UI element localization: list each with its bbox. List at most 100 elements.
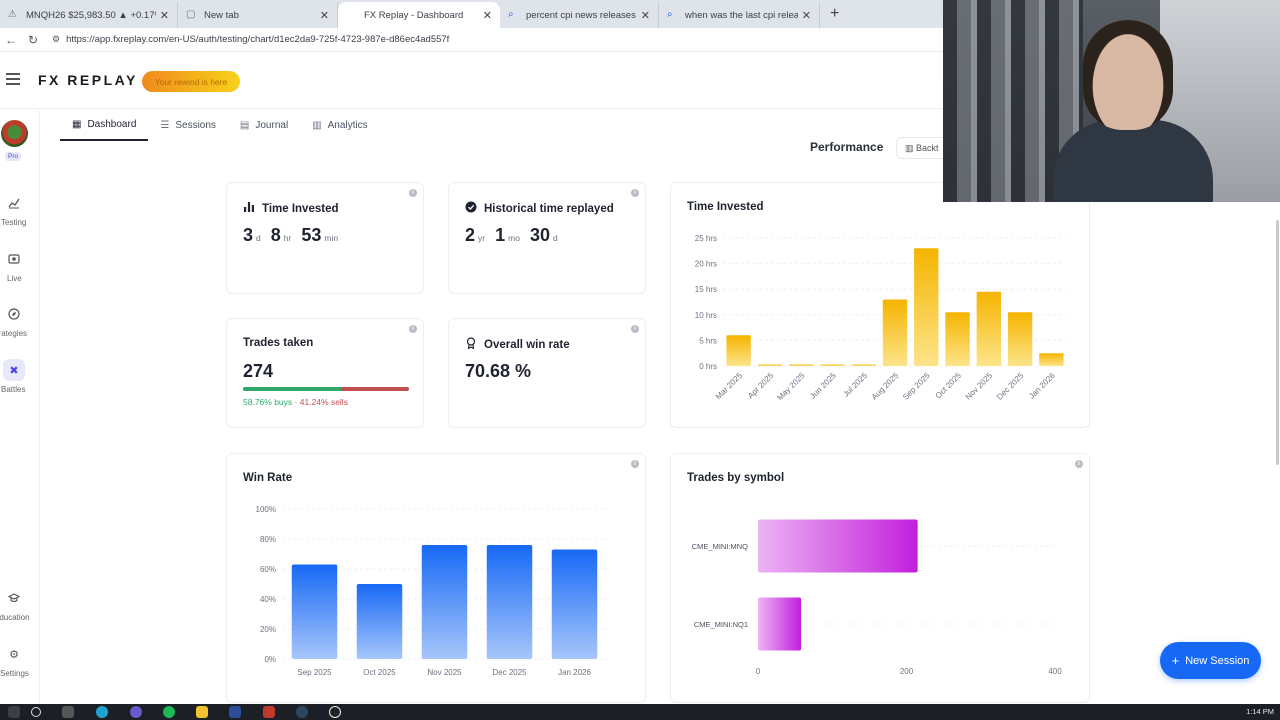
obs-icon[interactable] [329, 706, 341, 718]
rail-item-testing[interactable]: Testing [0, 192, 40, 227]
promo-badge[interactable]: Your rewind is here [142, 71, 240, 92]
reload-icon[interactable]: ↻ [27, 32, 39, 47]
bar [726, 335, 751, 366]
close-icon[interactable]: ✕ [801, 9, 811, 22]
time-invested-value: 3 d 8 hr 53 min [243, 225, 348, 246]
new-tab-button[interactable]: + [830, 5, 840, 22]
journal-icon: ▤ [239, 120, 250, 131]
tab-dashboard[interactable]: ▦ Dashboard [60, 110, 149, 141]
windows-start-icon[interactable] [8, 706, 20, 718]
y-tick-label: 15 hrs [695, 285, 717, 294]
browser-tab-title: New tab [204, 9, 239, 21]
browser-tab[interactable]: ⌕ when was the last cpi release - Sea ✕ [659, 2, 820, 28]
spotify-icon[interactable] [163, 706, 175, 718]
months-value: 1 [495, 225, 506, 245]
x-tick-label: Oct 2025 [934, 371, 964, 401]
folder-icon[interactable] [196, 706, 208, 718]
app-icon[interactable] [263, 706, 275, 718]
x-tick-label: Jan 2026 [558, 668, 591, 677]
y-tick-label: 20% [260, 625, 276, 634]
rail-item-live[interactable]: Live [0, 248, 40, 283]
rail-item-education[interactable]: Education [0, 587, 40, 622]
trades-by-symbol-card: i Trades by symbol 0 200 400 CME_MINI:MNQ CM… [670, 453, 1090, 703]
info-icon[interactable]: i [409, 325, 417, 333]
y-tick-label: 20 hrs [695, 260, 717, 269]
bar-chart-icon: ▥ [312, 120, 322, 131]
days-unit: d [256, 233, 261, 243]
close-icon[interactable]: ✕ [640, 9, 650, 22]
browser-tab[interactable]: ▢ New tab ✕ [178, 2, 338, 28]
close-icon[interactable]: ✕ [159, 9, 169, 22]
bar [882, 299, 908, 366]
tab-analytics[interactable]: ▥ Analytics [300, 110, 379, 141]
performance-heading: Performance [810, 140, 884, 154]
menu-icon[interactable] [6, 73, 20, 85]
rail-item-label: Strategies [0, 329, 28, 338]
rail-item-settings[interactable]: ⚙ Settings [0, 643, 40, 679]
list-icon: ☰ [160, 120, 170, 131]
bar [1007, 312, 1033, 366]
bar [758, 519, 918, 573]
rail-item-battles[interactable]: ✖ Battles [0, 359, 40, 394]
y-tick-label: 25 hrs [695, 234, 717, 243]
close-icon[interactable]: ✕ [319, 9, 329, 22]
tab-journal[interactable]: ▤ Journal [228, 110, 300, 141]
back-icon[interactable]: ← [5, 32, 17, 47]
buy-sell-labels: 58.76% buys · 41.24% sells [243, 397, 348, 407]
close-icon[interactable]: ✕ [482, 9, 492, 22]
win-rate-value: 70.68 % [465, 361, 532, 381]
new-session-button[interactable]: + New Session [1160, 642, 1261, 679]
button-label: Backt [916, 143, 939, 153]
search-icon[interactable] [31, 707, 41, 717]
info-icon[interactable]: i [631, 460, 639, 468]
info-icon[interactable]: i [631, 189, 639, 197]
info-icon[interactable]: i [409, 189, 417, 197]
newtab-icon: ▢ [186, 9, 196, 20]
y-tick-label: 80% [260, 535, 276, 544]
fxreplay-icon [346, 10, 356, 20]
x-tick-label: Sep 2025 [297, 668, 332, 677]
discord-icon[interactable] [130, 706, 142, 718]
edge-icon[interactable] [96, 706, 108, 718]
battles-icon: ✖ [3, 359, 25, 381]
award-icon [465, 337, 477, 352]
bar [757, 364, 783, 366]
y-tick-label: CME_MINI:MNQ [692, 542, 748, 551]
page-scrollbar[interactable] [1276, 220, 1279, 465]
x-tick-label: May 2025 [775, 371, 807, 403]
trades-taken-card: i Trades taken 274 58.76% buys · 41.24% … [226, 318, 424, 428]
tab-sessions[interactable]: ☰ Sessions [148, 110, 228, 141]
info-icon[interactable]: i [1075, 460, 1083, 468]
y-tick-label: 100% [256, 505, 276, 514]
card-title: Time Invested [262, 202, 339, 215]
minutes-unit: min [324, 233, 339, 243]
left-rail: Pro Testing Live Strategies ✖ Battles Ed… [0, 110, 40, 704]
tab-label: Analytics [327, 120, 368, 131]
chart-line-icon [3, 192, 25, 214]
app-icon[interactable] [229, 706, 241, 718]
x-tick-label: Dec 2025 [492, 668, 527, 677]
x-tick-label: 0 [756, 667, 761, 676]
browser-tab[interactable]: ⌕ percent cpi news releases - Search ✕ [500, 2, 659, 28]
rail-item-strategies[interactable]: Strategies [0, 303, 40, 338]
chart-title: Trades by symbol [687, 472, 785, 484]
win-rate-chart: 0% 20% 40% 60% 80% 100% Sep 2025 Oct 2025 Nov 20… [256, 505, 607, 677]
bar [914, 248, 939, 366]
win-rate-card: i Overall win rate 70.68 % [448, 318, 646, 428]
task-view-icon[interactable] [62, 706, 74, 718]
bar [551, 549, 598, 659]
x-tick-label: Nov 2025 [427, 668, 462, 677]
url-field[interactable]: ⚙ https://app.fxreplay.com/en-US/auth/te… [52, 34, 449, 45]
bar-chart-icon: ▥ [905, 143, 917, 153]
bar [486, 545, 533, 659]
avatar[interactable] [1, 120, 28, 147]
browser-tab-active[interactable]: FX Replay - Dashboard ✕ [338, 2, 500, 28]
steam-icon[interactable] [296, 706, 308, 718]
site-info-icon[interactable]: ⚙ [52, 34, 61, 44]
warning-icon: ⚠ [8, 9, 17, 20]
browser-tab-title: FX Replay - Dashboard [364, 9, 464, 21]
years-value: 2 [465, 225, 476, 245]
browser-tab[interactable]: ⚠ MNQH26 $25,983.50 ▲ +0.17% ✕ [0, 2, 178, 28]
hours-value: 8 [270, 225, 281, 245]
info-icon[interactable]: i [631, 325, 639, 333]
